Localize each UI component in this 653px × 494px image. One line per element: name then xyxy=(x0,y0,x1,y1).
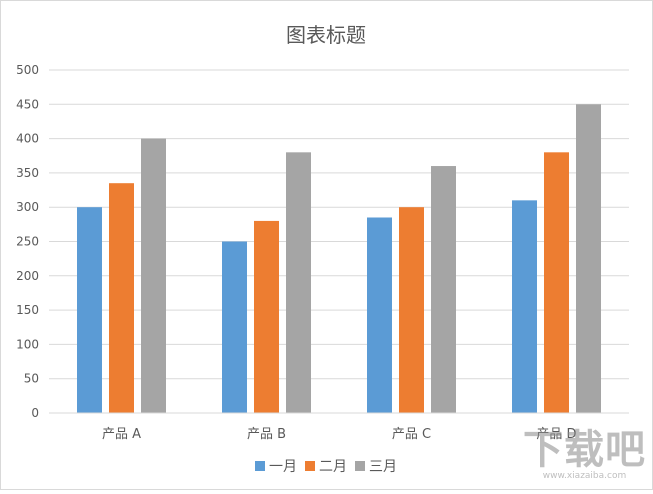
y-tick-label: 50 xyxy=(24,372,39,386)
y-tick-label: 100 xyxy=(16,337,39,351)
bar xyxy=(286,152,311,413)
legend-label: 二月 xyxy=(319,459,347,475)
bar xyxy=(109,183,134,413)
bar xyxy=(576,104,601,414)
legend-swatch xyxy=(255,461,265,471)
gridlines xyxy=(49,69,629,380)
chart-title: 图表标题 xyxy=(286,23,366,47)
y-tick-label: 0 xyxy=(31,406,39,420)
legend-label: 一月 xyxy=(269,459,297,475)
legend-swatch xyxy=(355,461,365,471)
legend: 一月 二月 三月 xyxy=(255,459,397,475)
y-tick-label: 450 xyxy=(16,97,39,111)
y-axis-ticks: 0 50 100 150 200 250 300 350 400 450 500 xyxy=(16,63,39,420)
bar xyxy=(222,241,247,413)
y-tick-label: 250 xyxy=(16,235,39,249)
x-tick-label: 产品 C xyxy=(392,427,431,442)
y-tick-label: 150 xyxy=(16,303,39,317)
bars xyxy=(77,104,601,414)
legend-label: 三月 xyxy=(369,459,397,475)
legend-swatch xyxy=(305,461,315,471)
y-tick-label: 500 xyxy=(16,63,39,77)
x-axis-ticks: 产品 A 产品 B 产品 C 产品 D xyxy=(102,427,577,442)
y-tick-label: 200 xyxy=(16,269,39,283)
bar xyxy=(367,217,392,413)
bar xyxy=(399,207,424,413)
watermark-logo: 下载吧 www.xiazaiba.com xyxy=(523,427,646,481)
y-tick-label: 400 xyxy=(16,132,39,146)
x-tick-label: 产品 D xyxy=(536,427,576,442)
bar xyxy=(254,220,279,413)
x-tick-label: 产品 B xyxy=(247,427,286,442)
y-tick-label: 300 xyxy=(16,200,39,214)
bar xyxy=(141,138,166,413)
x-tick-label: 产品 A xyxy=(102,427,141,442)
y-tick-label: 350 xyxy=(16,166,39,180)
bar xyxy=(544,152,569,413)
bar xyxy=(512,200,537,413)
bar xyxy=(431,166,456,413)
bar xyxy=(77,207,102,413)
